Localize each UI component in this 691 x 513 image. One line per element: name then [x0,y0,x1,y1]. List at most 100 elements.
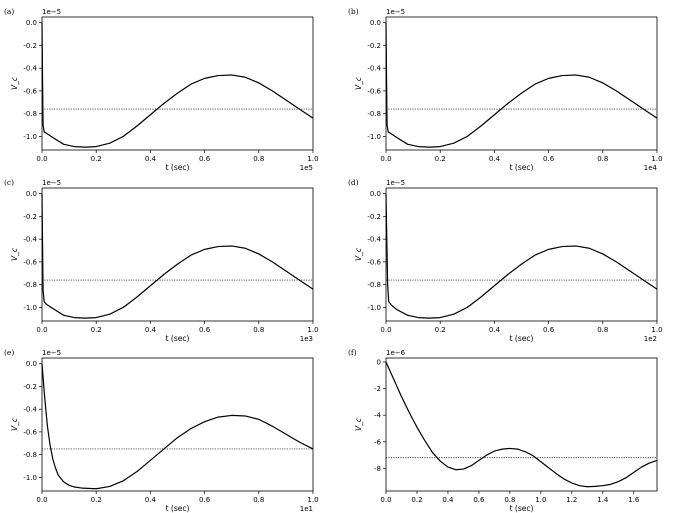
panel-e: 0.0 -0.2 -0.4 -0.6 -0.8 -1.0 0.0 0.2 0.4 0.6 0.8 1.… [4,348,319,513]
y-tick-label: -0.6 [23,258,37,266]
y-tick-label: 0 [377,358,381,366]
x-axis-label: t (sec) [510,504,534,513]
x-offset-text: 1e3 [300,335,313,343]
x-tick-label: 0.4 [489,155,501,163]
y-tick-label: -0.6 [23,428,37,436]
panel-a: 0.0 -0.2 -0.4 -0.6 -0.8 -1.0 0.0 0.2 0.4 0.6 0.8 1.… [4,7,319,172]
y-tick-label: -1.0 [23,133,37,141]
y-tick-label: -0.6 [367,258,381,266]
panel-f: 0 -2 -4 -6 -8 0.0 0.2 0.4 0.6 0.8 1.0 1.2 1.4 1.6 1e−6… [348,348,658,513]
x-tick-label: 0.6 [473,496,485,504]
x-offset-text: 1e5 [300,164,313,172]
panel-label: (a) [4,7,14,16]
x-tick-label: 0.6 [543,326,555,334]
x-tick-label: 0.2 [435,155,446,163]
x-tick-label: 0.4 [489,326,501,334]
panel-label: (f) [348,348,357,357]
y-tick-label: -8 [374,465,381,473]
x-tick-label: 0.0 [380,496,391,504]
x-tick-label: 0.8 [253,326,264,334]
y-tick-label: -0.4 [23,65,37,73]
series-line-0 [41,22,314,148]
x-tick-label: 0.2 [91,155,102,163]
x-offset-text: 1e4 [644,164,658,172]
y-offset-text: 1e−5 [42,8,61,16]
series-line-0 [41,193,314,319]
y-tick-label: 0.0 [26,360,37,368]
panel-label: (d) [348,178,359,187]
y-tick-label: -0.4 [367,65,381,73]
x-tick-label: 0.4 [145,326,157,334]
x-tick-label: 1.0 [651,326,662,334]
x-tick-label: 1.6 [628,496,640,504]
y-axis-label: V_c [354,76,363,90]
series-line-0 [41,363,314,490]
y-offset-text: 1e−6 [386,349,406,357]
y-tick-label: -0.8 [23,281,37,289]
y-offset-text: 1e−5 [386,179,405,187]
panel-label: (c) [4,178,14,187]
y-tick-label: 0.0 [26,19,37,27]
y-tick-label: -0.6 [367,87,381,95]
y-tick-label: -0.8 [367,281,381,289]
y-axis-label: V_c [10,417,19,431]
x-tick-label: 0.2 [91,496,102,504]
x-axis-label: t (sec) [510,163,534,172]
y-tick-label: -0.2 [23,213,37,221]
y-tick-label: -0.8 [367,110,381,118]
plot-frame [41,357,314,492]
panel-label: (e) [4,348,14,357]
series-line-0 [385,193,658,319]
x-offset-text: 1e2 [644,335,657,343]
panel-c: 0.0 -0.2 -0.4 -0.6 -0.8 -1.0 0.0 0.2 0.4 0.6 0.8 1.… [4,178,319,343]
y-offset-text: 1e−5 [386,8,405,16]
y-tick-label: -1.0 [367,304,381,312]
x-tick-label: 0.6 [199,155,211,163]
x-tick-label: 0.0 [36,496,47,504]
y-tick-label: -6 [374,438,382,446]
x-tick-label: 1.0 [535,496,546,504]
y-tick-label: -1.0 [367,133,381,141]
y-tick-label: -0.2 [367,213,381,221]
x-tick-label: 1.0 [307,155,318,163]
panel-b: 0.0 -0.2 -0.4 -0.6 -0.8 -1.0 0.0 0.2 0.4 0.6 0.8 1.… [348,7,663,172]
y-axis-label: V_c [354,417,363,431]
x-tick-label: 1.0 [307,496,318,504]
x-tick-label: 0.8 [597,326,608,334]
panel-label: (b) [348,7,359,16]
y-tick-label: -1.0 [23,474,37,482]
y-tick-label: -0.4 [23,406,37,414]
x-tick-label: 1.0 [307,326,318,334]
x-axis-label: t (sec) [166,163,190,172]
series-line-0 [385,22,658,148]
y-tick-label: -0.2 [23,383,37,391]
plot-frame [41,187,314,322]
y-tick-label: -0.4 [23,236,37,244]
x-tick-label: 0.2 [91,326,102,334]
x-tick-label: 1.2 [566,496,577,504]
x-tick-label: 0.4 [145,155,157,163]
x-tick-label: 0.0 [380,155,391,163]
x-axis-label: t (sec) [166,334,190,343]
x-tick-label: 1.0 [651,155,662,163]
y-tick-label: 0.0 [370,190,381,198]
y-axis-label: V_c [10,247,19,261]
x-tick-label: 0.0 [36,326,47,334]
x-tick-label: 0.0 [36,155,47,163]
y-tick-label: 0.0 [370,19,381,27]
y-tick-label: -0.8 [23,451,37,459]
y-tick-label: -0.4 [367,236,381,244]
plot-frame [385,357,658,492]
y-tick-label: 0.0 [26,190,37,198]
x-tick-label: 0.0 [380,326,391,334]
x-tick-label: 0.8 [253,155,264,163]
plot-frame [385,187,658,322]
y-tick-label: -0.2 [367,42,381,50]
x-tick-label: 0.6 [199,326,211,334]
y-axis-label: V_c [10,76,19,90]
y-tick-label: -1.0 [23,304,37,312]
x-offset-text: 1e1 [300,505,313,513]
x-tick-label: 0.6 [199,496,211,504]
x-tick-label: 0.6 [543,155,555,163]
